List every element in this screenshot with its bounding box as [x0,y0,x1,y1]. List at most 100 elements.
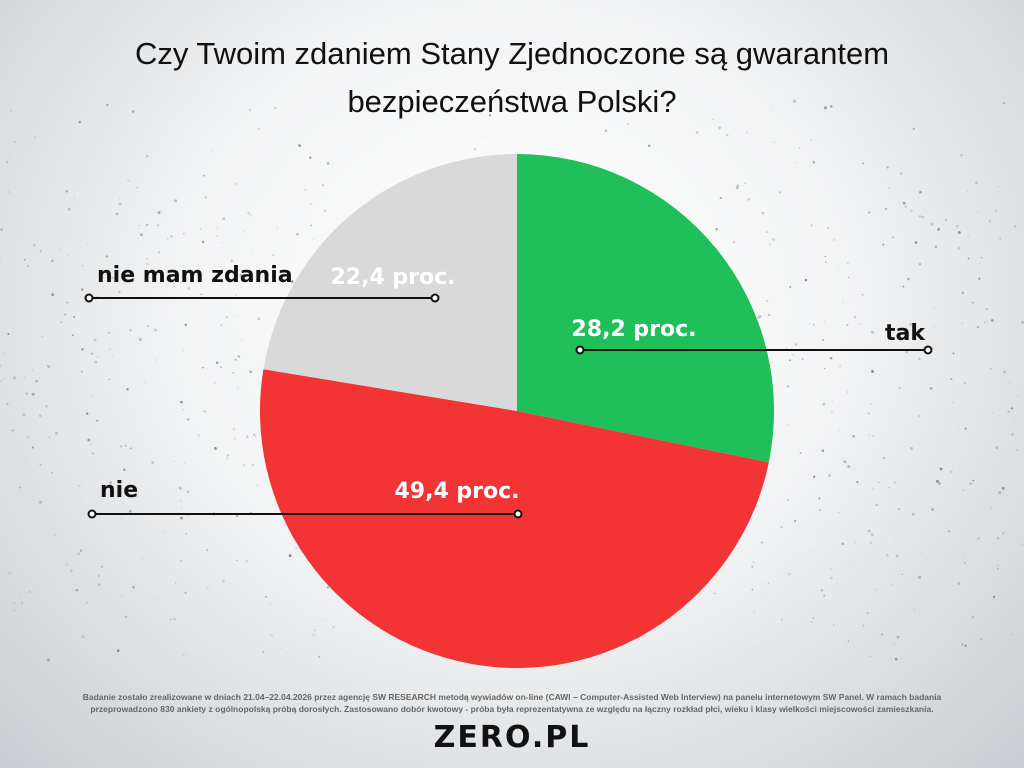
speckle [108,331,111,334]
speckle [930,222,934,226]
speckle [980,256,983,259]
speckle [124,615,127,619]
speckle [998,186,1000,188]
speckle [971,301,974,304]
speckle [257,127,260,131]
speckle [67,207,71,211]
speckle [917,414,920,418]
speckle [219,366,223,369]
speckle [129,329,132,331]
speckle [695,130,699,134]
speckle [938,482,941,485]
speckle [35,380,38,383]
speckle [216,227,218,229]
speckle [886,166,889,169]
speckle [580,99,583,102]
speckle [1011,433,1014,436]
speckle [862,162,865,165]
speckle [14,141,17,144]
leader-dot-nie-mam-zdania-left [84,293,94,303]
speckle [913,608,916,611]
speckle [830,576,833,580]
speckle [206,586,209,590]
speckle [304,188,307,191]
speckle [872,434,875,437]
speckle [186,490,190,494]
speckle [178,486,182,490]
speckle [183,462,186,465]
speckle [980,638,983,641]
speckle [8,571,12,575]
speckle [793,99,797,103]
speckle [812,160,816,164]
pie-slice-nie-mam-zdania [263,154,517,411]
speckle [216,234,218,237]
speckle [78,485,81,487]
speckle [80,370,83,373]
speckle [878,481,880,483]
speckle [766,299,769,302]
speckle [132,585,135,589]
speckle [855,542,856,544]
speckle [236,559,238,562]
chart-title-line2: bezpieczeństwa Polski? [347,84,677,119]
speckle [86,601,89,604]
speckle [976,536,980,540]
speckle [957,582,961,585]
speckle [824,255,826,258]
speckle [914,241,918,244]
speckle [295,546,298,549]
speckle [127,273,130,276]
speckle [70,569,73,572]
speckle [234,182,238,185]
speckle [26,435,29,439]
speckle [73,197,76,199]
speckle [991,412,993,414]
speckle [6,403,9,406]
speckle [949,594,951,596]
speckle [909,323,912,326]
speckle [960,153,963,157]
speckle [138,338,142,342]
speckle [245,435,249,439]
speckle [813,475,816,478]
speckle [736,184,740,188]
speckle [852,434,856,438]
pie-slice-tak [517,154,774,463]
speckle [796,161,798,164]
speckle [937,228,940,231]
speckle [962,489,965,492]
speckle [895,554,899,558]
speckle [53,337,55,339]
speckle [274,106,277,109]
speckle [281,647,283,649]
speckle [140,233,143,237]
speckle [6,161,8,164]
speckle [943,557,945,559]
speckle [25,461,27,463]
chart-title: Czy Twoim zdaniem Stany Zjednoczone są g… [0,30,1024,126]
speckle [867,529,871,533]
speckle [828,474,831,477]
speckle [780,526,783,529]
speckle [122,502,124,505]
value-label-nie: 49,4 proc. [394,479,519,504]
speckle [98,583,101,586]
speckle [869,541,873,544]
speckle [733,241,735,244]
speckle [298,144,301,147]
speckle [967,257,970,260]
speckle [719,197,722,200]
speckle [221,241,223,244]
speckle [138,225,140,226]
speckle [898,508,901,511]
speckle [789,359,791,362]
speckle [869,403,872,405]
speckle [992,595,996,599]
speckle [856,481,859,484]
speckle [203,174,206,177]
speckle [64,313,66,316]
speckle [841,542,844,546]
speckle [153,328,157,332]
speckle [225,315,228,319]
